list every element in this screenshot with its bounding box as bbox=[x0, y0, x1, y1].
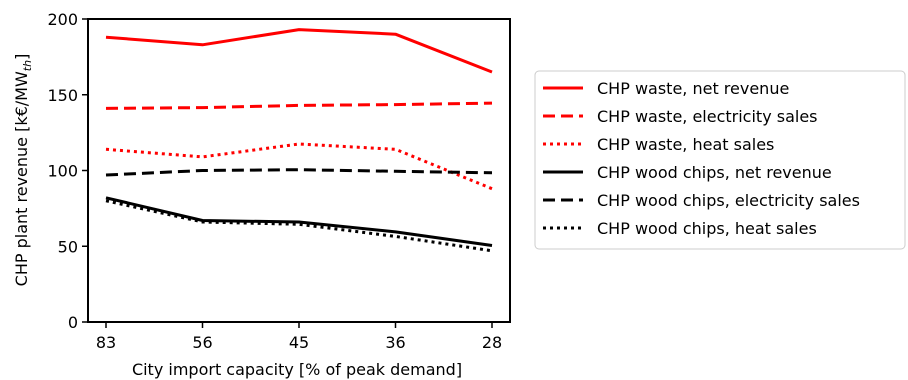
legend-label: CHP waste, electricity sales bbox=[597, 107, 818, 126]
series-line-6 bbox=[105, 199, 493, 253]
y-axis-label-main: CHP plant revenue [k€/MW bbox=[12, 71, 31, 286]
x-tick-label: 45 bbox=[289, 333, 309, 352]
y-tick-label: 200 bbox=[47, 10, 78, 29]
legend-label: CHP wood chips, net revenue bbox=[597, 163, 832, 182]
y-tick-label: 0 bbox=[68, 313, 78, 332]
legend-frame bbox=[534, 70, 906, 250]
legend-label: CHP waste, heat sales bbox=[597, 135, 774, 154]
legend-label: CHP wood chips, heat sales bbox=[597, 219, 817, 238]
series-line-5 bbox=[105, 168, 493, 177]
y-tick-label: 150 bbox=[47, 86, 78, 105]
y-axis-label-subscript: th bbox=[21, 60, 34, 71]
series-line-2 bbox=[105, 101, 493, 110]
x-axis: 83 56 45 36 28 bbox=[96, 322, 502, 352]
y-axis-label-end: ] bbox=[12, 54, 31, 60]
series-line-3 bbox=[105, 142, 493, 191]
series-line-4 bbox=[105, 196, 493, 247]
plot-lines bbox=[105, 28, 493, 253]
y-tick-label: 50 bbox=[58, 237, 78, 256]
x-tick-label: 56 bbox=[192, 333, 212, 352]
legend: CHP waste, net revenue CHP waste, electri… bbox=[534, 70, 906, 250]
x-axis-label: City import capacity [% of peak demand] bbox=[132, 360, 462, 379]
x-tick-label: 83 bbox=[96, 333, 116, 352]
x-tick-label: 36 bbox=[385, 333, 405, 352]
series-line-1 bbox=[105, 28, 493, 74]
y-axis: 0 50 100 150 200 bbox=[47, 10, 88, 332]
y-axis-label: CHP plant revenue [k€/MWth] bbox=[12, 54, 34, 287]
legend-label: CHP waste, net revenue bbox=[597, 79, 789, 98]
plot-frame bbox=[87, 18, 511, 323]
legend-label: CHP wood chips, electricity sales bbox=[597, 191, 860, 210]
y-tick-label: 100 bbox=[47, 162, 78, 181]
x-tick-label: 28 bbox=[482, 333, 502, 352]
